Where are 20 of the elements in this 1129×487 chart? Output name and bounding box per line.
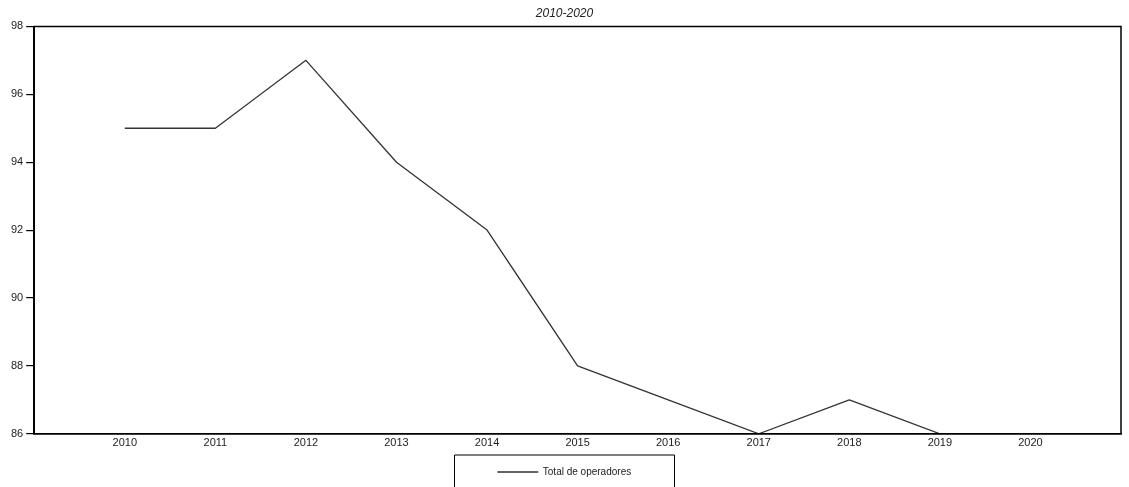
- y-tick-label: 94: [10, 155, 24, 168]
- x-tick-label: 2013: [384, 436, 409, 449]
- x-tick-label: 2018: [837, 436, 862, 449]
- x-tick-label: 2017: [746, 436, 771, 449]
- x-tick-label: 2015: [565, 436, 590, 449]
- y-tick-label: 98: [10, 19, 24, 32]
- x-tick-label: 2020: [1018, 436, 1043, 449]
- chart-title: 2010-2020: [534, 5, 594, 20]
- x-tick-label: 2014: [474, 436, 500, 449]
- x-tick-label: 2012: [293, 436, 319, 449]
- x-tick-label: 2010: [112, 436, 138, 449]
- legend-label: Total de operadores: [542, 465, 632, 477]
- y-tick-label: 86: [10, 426, 24, 439]
- x-tick-label: 2016: [655, 436, 681, 449]
- y-tick-label: 88: [10, 358, 24, 371]
- y-tick-label: 90: [10, 291, 24, 304]
- x-tick-label: 2011: [203, 436, 228, 449]
- y-tick-label: 92: [10, 223, 24, 236]
- y-tick-label: 96: [10, 87, 24, 100]
- x-tick-label: 2019: [927, 436, 953, 449]
